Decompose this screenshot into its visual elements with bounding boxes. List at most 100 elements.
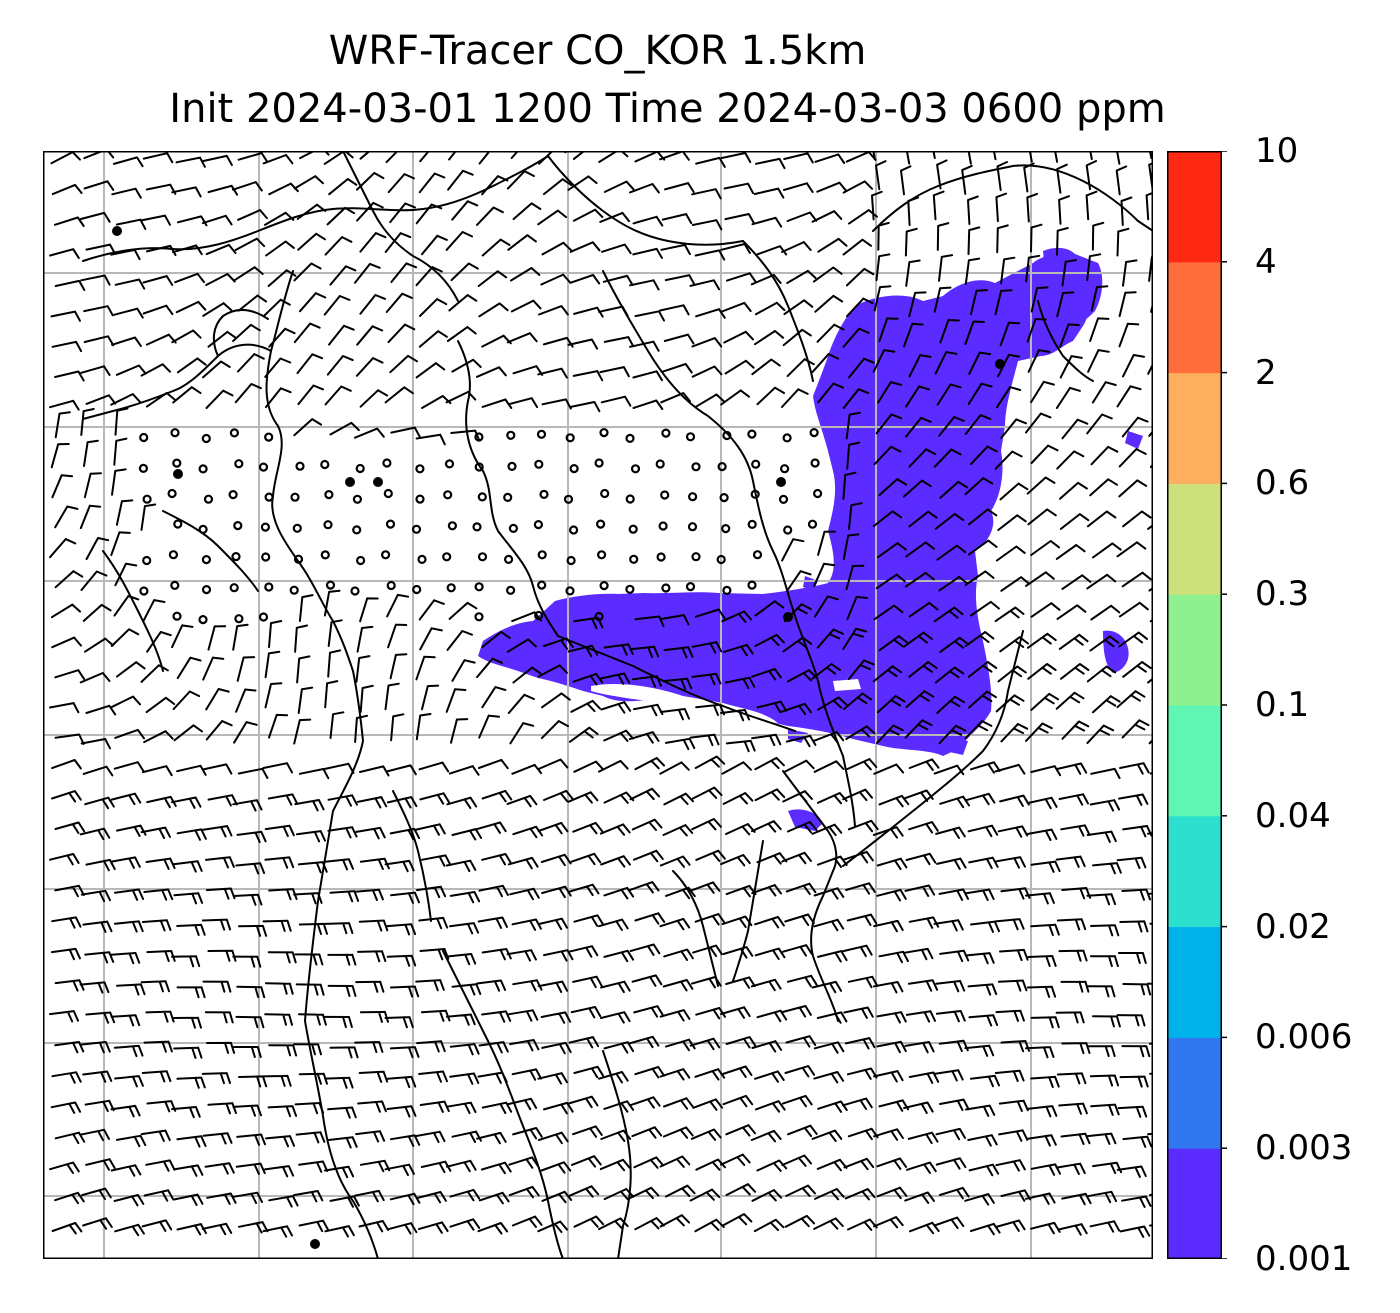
wind-barb (448, 765, 480, 776)
wind-barb (754, 947, 786, 960)
wind-barb (418, 330, 448, 348)
wind-barb (54, 1191, 85, 1205)
wind-barb (843, 1157, 875, 1171)
wind-barb (567, 945, 599, 958)
wind-barb (415, 266, 443, 287)
wind-barb (786, 269, 817, 284)
wind-barb (176, 1223, 207, 1236)
calm-wind-circle (472, 522, 482, 532)
wind-barb (83, 335, 115, 347)
calm-wind-circle (691, 462, 701, 472)
calm-wind-circle (477, 552, 488, 562)
wind-barb (324, 858, 354, 871)
calm-wind-circle (783, 525, 793, 535)
wind-barb (385, 292, 413, 313)
wind-barb (49, 702, 80, 714)
wind-barb (359, 1010, 389, 1023)
wind-barb (390, 891, 420, 904)
wind-barb (145, 392, 176, 408)
wind-barb (384, 386, 414, 404)
wind-barb (142, 275, 174, 286)
calm-wind-circle (507, 461, 517, 471)
wind-barb (908, 291, 927, 318)
wind-barb (876, 857, 908, 871)
wind-barb (297, 232, 326, 251)
wind-barb (933, 1069, 964, 1082)
coastline-segment (442, 950, 564, 1259)
colorbar-tick-label: 10 (1255, 131, 1299, 171)
wind-barb (359, 232, 387, 253)
wind-barb (386, 1105, 417, 1118)
wind-barb (113, 920, 144, 933)
calm-wind-circle (139, 432, 149, 443)
wind-barb (201, 763, 233, 775)
wind-barb (297, 384, 325, 406)
wind-barb (49, 399, 80, 411)
wind-barb (50, 151, 81, 165)
wind-barb (665, 737, 696, 751)
wind-barb (140, 980, 170, 993)
wind-barb (1030, 1163, 1061, 1176)
wind-barb (816, 855, 848, 868)
wind-barb (967, 226, 981, 256)
wind-barb (327, 649, 342, 678)
wind-barb (905, 541, 935, 558)
wind-barb (569, 274, 601, 285)
wind-barb (873, 445, 902, 466)
wind-barb (415, 203, 443, 225)
wind-barb (848, 502, 863, 530)
wind-barb (816, 628, 844, 649)
wind-barb (145, 333, 177, 346)
calm-wind-circle (539, 489, 549, 499)
calm-wind-circle (625, 494, 635, 504)
wind-barb (110, 1014, 141, 1027)
wind-barb (631, 974, 663, 987)
colorbar-tick-label: 0.02 (1255, 906, 1331, 947)
wind-barb (781, 1154, 813, 1167)
wind-barb (872, 826, 904, 839)
wind-barb (782, 328, 812, 347)
wind-barb (145, 696, 176, 714)
wind-barb (695, 849, 726, 862)
wind-barb (358, 919, 389, 932)
wind-barb (569, 401, 601, 413)
calm-wind-circle (569, 464, 579, 474)
calm-wind-circle (534, 610, 544, 621)
wind-barb (142, 304, 174, 316)
wind-barb (236, 656, 256, 682)
wind-barb (816, 1011, 848, 1024)
calm-wind-circle (722, 430, 732, 441)
wind-barb (476, 206, 504, 226)
wind-barb (1030, 765, 1062, 777)
wind-barb (602, 274, 634, 286)
wind-barb (389, 354, 418, 374)
wind-barb (659, 708, 690, 721)
wind-barb (905, 385, 931, 408)
calm-wind-circle (293, 554, 304, 564)
wind-barb (629, 943, 661, 956)
wind-barb (54, 1041, 85, 1054)
wind-barb (933, 606, 964, 623)
wind-barb (659, 1068, 691, 1081)
wind-barb (49, 538, 77, 559)
wind-barb (1030, 1075, 1060, 1088)
wind-barb (537, 917, 568, 931)
wind-barb (781, 1094, 813, 1108)
colorbar-tick-label: 4 (1255, 241, 1277, 282)
calm-wind-circle (716, 554, 726, 565)
wind-barb (633, 1005, 664, 1018)
wind-barb (264, 824, 295, 838)
wind-barb (691, 641, 723, 654)
wind-barb (1147, 523, 1153, 530)
wind-barb (1056, 918, 1087, 931)
wind-barb (1030, 1016, 1060, 1029)
wind-barb (110, 952, 141, 965)
calm-wind-circle (625, 433, 635, 443)
wind-barb (634, 757, 665, 771)
wind-barb (264, 211, 295, 226)
wind-barb (1025, 722, 1053, 742)
wind-barb (811, 980, 843, 994)
wind-barb (751, 1040, 783, 1053)
wind-barb (417, 1221, 449, 1234)
wind-barb (781, 702, 812, 716)
